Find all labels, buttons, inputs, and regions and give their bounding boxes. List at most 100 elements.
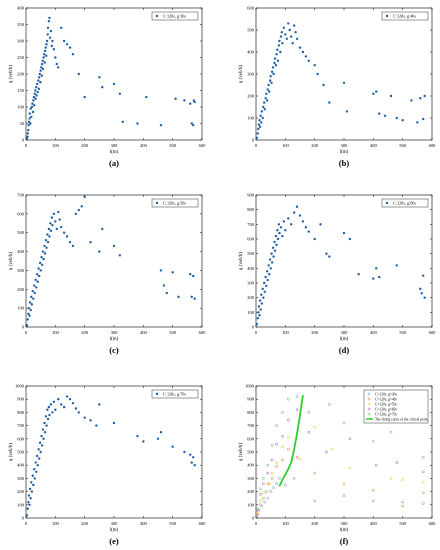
data-point	[273, 57, 277, 60]
data-point	[357, 273, 360, 276]
x-tick-label: 100	[52, 143, 60, 148]
y-tick-label: 400	[247, 50, 255, 55]
panel-label: (f)	[340, 536, 349, 546]
data-point	[291, 42, 294, 45]
data-point	[71, 53, 75, 56]
data-point	[26, 135, 29, 138]
data-point	[98, 250, 101, 253]
data-point	[42, 437, 45, 440]
y-tick-label: 350	[17, 22, 25, 27]
data-point	[40, 66, 43, 69]
data-point	[60, 26, 63, 29]
data-point	[279, 226, 283, 229]
data-point	[313, 425, 317, 429]
data-point	[268, 79, 272, 82]
data-point	[112, 244, 116, 248]
data-point	[316, 72, 319, 76]
data-point	[49, 29, 53, 33]
data-point	[171, 271, 174, 274]
data-point	[348, 437, 352, 441]
data-point	[264, 275, 267, 279]
data-point	[30, 490, 34, 493]
data-point	[39, 81, 42, 84]
data-point	[35, 82, 39, 86]
x-tick-label: 200	[81, 330, 89, 335]
data-point	[47, 20, 51, 23]
y-tick-label: 500	[247, 251, 255, 256]
data-point	[36, 464, 39, 467]
data-point	[421, 502, 425, 505]
legend-swatch	[367, 407, 371, 411]
data-point	[342, 482, 346, 486]
data-point	[272, 486, 275, 489]
legend: C:120s, g:60s	[381, 198, 429, 208]
data-point	[275, 442, 278, 446]
legend-swatch	[385, 201, 389, 205]
x-tick-label: 500	[169, 143, 177, 148]
x-tick-label: 0	[255, 143, 258, 148]
legend-swatch	[155, 201, 159, 205]
data-point	[33, 291, 36, 295]
data-point	[34, 97, 37, 100]
data-point	[32, 483, 35, 487]
data-point	[38, 441, 42, 444]
data-point	[83, 95, 86, 99]
data-point	[41, 67, 45, 71]
data-point	[266, 278, 269, 282]
data-point	[328, 101, 331, 104]
data-point	[28, 301, 32, 304]
data-point	[292, 211, 296, 214]
x-axis-label: l(m)	[110, 150, 119, 155]
data-point	[270, 81, 273, 85]
data-point	[271, 246, 275, 249]
data-point	[342, 81, 346, 85]
data-point	[267, 83, 270, 87]
data-point	[58, 218, 61, 221]
series-f-0	[256, 477, 425, 517]
data-point	[35, 470, 38, 473]
y-tick-label: 50	[20, 121, 25, 126]
data-point	[31, 110, 35, 114]
data-point	[423, 296, 426, 299]
data-point	[265, 99, 269, 102]
data-point	[36, 280, 39, 283]
data-point	[45, 39, 49, 43]
data-point	[80, 205, 83, 208]
data-point	[44, 239, 48, 242]
data-point	[162, 284, 166, 287]
data-point	[65, 43, 69, 46]
data-point	[256, 317, 259, 320]
data-point	[275, 465, 278, 468]
data-point	[258, 314, 261, 317]
x-tick-label: 100	[282, 330, 290, 335]
data-point	[272, 255, 275, 258]
data-point	[304, 226, 308, 229]
series-f-1	[256, 448, 425, 516]
data-point	[261, 496, 265, 500]
series-f-3	[256, 408, 425, 512]
data-point	[183, 450, 186, 454]
data-point	[183, 99, 186, 102]
x-tick-label: 400	[140, 521, 148, 526]
data-point	[189, 273, 192, 276]
x-tick-label: 200	[311, 143, 319, 148]
y-tick-label: 300	[17, 268, 25, 273]
data-point	[328, 255, 331, 258]
data-point	[273, 240, 276, 244]
data-point	[260, 302, 264, 305]
legend-entry: C=120s, g=30s	[375, 392, 397, 397]
data-point	[118, 254, 122, 257]
data-point	[419, 287, 422, 291]
data-point	[270, 471, 274, 475]
data-point	[159, 123, 163, 127]
data-point	[286, 397, 290, 401]
y-tick-label: 400	[17, 463, 25, 468]
x-axis-label: l(m)	[340, 337, 349, 342]
x-tick-label: 400	[140, 330, 148, 335]
x-tick-label: 400	[370, 521, 378, 526]
y-tick-label: 200	[247, 295, 255, 300]
data-point	[282, 26, 286, 29]
data-point	[275, 461, 278, 464]
data-point	[40, 263, 44, 266]
data-point	[45, 246, 48, 249]
